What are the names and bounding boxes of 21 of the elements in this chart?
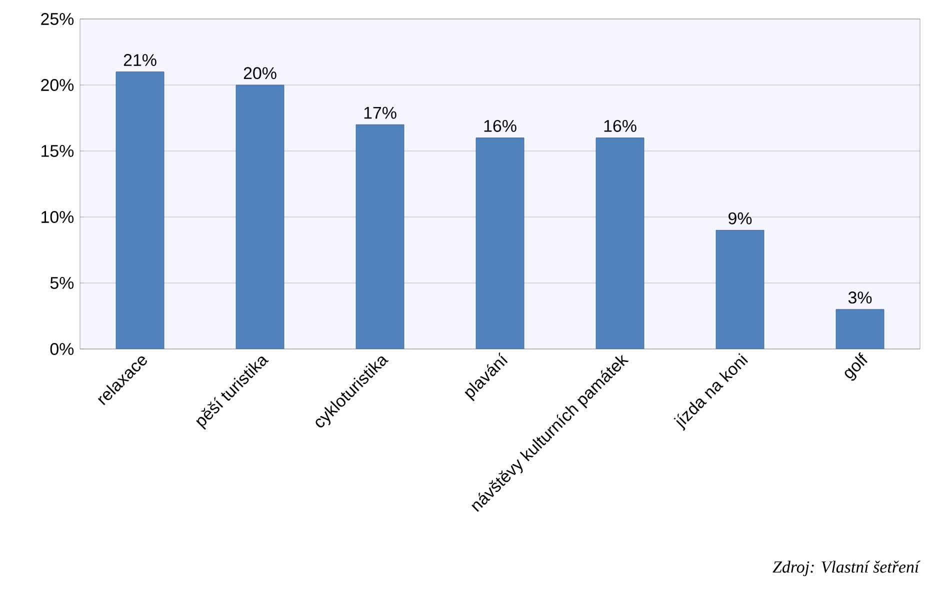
y-tick-label: 10% bbox=[42, 210, 74, 223]
text: Zdroj: Vlastní šetření bbox=[772, 560, 920, 576]
data-label: 20% bbox=[244, 67, 276, 80]
bar bbox=[476, 138, 524, 349]
bar bbox=[236, 84, 284, 349]
data-label: 17% bbox=[364, 106, 396, 119]
data-label: 9% bbox=[728, 212, 752, 224]
y-tick-label: 25% bbox=[41, 12, 74, 25]
bar bbox=[356, 124, 404, 349]
bar bbox=[836, 309, 884, 349]
data-label: 3% bbox=[848, 292, 872, 304]
bar bbox=[116, 72, 164, 349]
data-label: 16% bbox=[604, 120, 636, 132]
y-tick-label: 0% bbox=[50, 342, 74, 355]
y-tick-label: 20% bbox=[41, 78, 74, 91]
y-tick-label: 15% bbox=[42, 145, 74, 157]
bar bbox=[596, 138, 644, 349]
data-label: 16% bbox=[484, 120, 516, 132]
y-tick-label: 5% bbox=[50, 277, 74, 289]
data-label: 21% bbox=[124, 54, 156, 66]
bar bbox=[716, 230, 764, 349]
